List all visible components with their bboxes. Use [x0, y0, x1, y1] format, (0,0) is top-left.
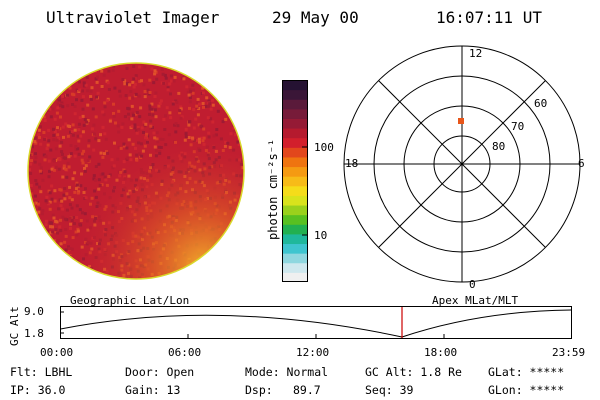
status-gc-alt: GC Alt: 1.8 Re	[365, 365, 462, 379]
altitude-curve-1	[60, 314, 403, 338]
timeline-x-tick-0600: 06:00	[168, 346, 202, 359]
status-gain: Gain: 13	[125, 383, 181, 397]
colorbar	[282, 80, 308, 282]
polar-label-6: 6	[578, 157, 585, 170]
polar-label-80: 80	[492, 140, 506, 153]
timeline-x-tick-2359: 23:59	[552, 346, 586, 359]
status-seq: Seq: 39	[365, 383, 414, 397]
window-title: Ultraviolet Imager	[46, 8, 220, 27]
polar-label-18: 18	[345, 157, 359, 170]
status-ip: IP: 36.0	[10, 383, 66, 397]
time-label: 16:07:11 UT	[436, 8, 542, 27]
polar-spacecraft-point	[458, 118, 464, 124]
polar-label-0: 0	[469, 278, 476, 291]
altitude-curve-2	[401, 309, 572, 338]
polar-line-diag2	[378, 80, 546, 248]
status-dsp-value: 89.7	[293, 383, 321, 397]
disk-limb	[27, 62, 245, 280]
timeline-right-title: Apex MLat/MLT	[432, 294, 519, 307]
colorbar-tick-label-10: 10	[314, 229, 328, 242]
timeline-y-tick-9: 9.0	[24, 305, 44, 318]
timeline-x-tick-1200: 12:00	[296, 346, 330, 359]
timeline-left-title: Geographic Lat/Lon	[70, 294, 190, 307]
colorbar-tick-label-100: 100	[314, 141, 334, 154]
timeline-axis-label: GC Alt	[8, 306, 21, 346]
colorbar-axis-label: photon cm⁻²s⁻¹	[266, 138, 280, 240]
polar-label-70: 70	[511, 120, 525, 133]
status-dsp-label: Dsp:	[245, 383, 273, 397]
status-filter: Flt: LBHL	[10, 365, 73, 379]
status-glon: GLon: *****	[488, 383, 565, 397]
status-door: Door: Open	[125, 365, 195, 379]
aurora-image	[28, 63, 244, 279]
status-glat: GLat: *****	[488, 365, 565, 379]
polar-label-12: 12	[469, 47, 483, 60]
status-mode: Mode: Normal	[245, 365, 329, 379]
timeline-plot	[60, 306, 572, 339]
timeline-x-tick-1800: 18:00	[424, 346, 458, 359]
date-label: 29 May 00	[272, 8, 359, 27]
timeline-y-tick-1.8: 1.8	[24, 327, 44, 340]
timeline-x-tick-0000: 00:00	[40, 346, 74, 359]
polar-plot	[343, 45, 581, 283]
polar-label-60: 60	[534, 97, 548, 110]
